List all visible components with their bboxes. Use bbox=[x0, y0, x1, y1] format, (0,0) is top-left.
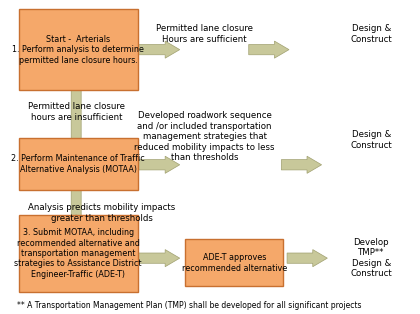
Text: Developed roadwork sequence
and /or included transportation
management strategie: Developed roadwork sequence and /or incl… bbox=[134, 111, 275, 162]
Text: ** A Transportation Management Plan (TMP) shall be developed for all significant: ** A Transportation Management Plan (TMP… bbox=[17, 301, 361, 310]
FancyArrow shape bbox=[137, 41, 180, 58]
Text: Analysis predicts mobility impacts
greater than thresholds: Analysis predicts mobility impacts great… bbox=[28, 203, 176, 223]
FancyArrow shape bbox=[287, 250, 327, 267]
FancyBboxPatch shape bbox=[18, 138, 137, 190]
FancyBboxPatch shape bbox=[186, 240, 283, 286]
FancyArrow shape bbox=[67, 89, 86, 149]
Text: Permitted lane closure
Hours are sufficient: Permitted lane closure Hours are suffici… bbox=[156, 24, 253, 44]
FancyArrow shape bbox=[137, 156, 180, 173]
Text: Permitted lane closure
hours are insufficient: Permitted lane closure hours are insuffi… bbox=[28, 102, 125, 122]
Text: Develop
TMP**
Design &
Construct: Develop TMP** Design & Construct bbox=[351, 238, 392, 278]
Text: 3. Submit MOTAA, including
recommended alternative and
transportation management: 3. Submit MOTAA, including recommended a… bbox=[14, 228, 142, 279]
FancyBboxPatch shape bbox=[18, 214, 137, 292]
FancyBboxPatch shape bbox=[18, 9, 137, 90]
Text: Design &
Construct: Design & Construct bbox=[351, 130, 392, 149]
Text: 2. Perform Maintenance of Traffic
Alternative Analysis (MOTAA): 2. Perform Maintenance of Traffic Altern… bbox=[11, 154, 145, 174]
FancyArrow shape bbox=[249, 41, 289, 58]
FancyArrow shape bbox=[137, 250, 180, 267]
Text: ADE-T approves
recommended alternative: ADE-T approves recommended alternative bbox=[182, 253, 287, 273]
FancyArrow shape bbox=[67, 216, 86, 255]
FancyArrow shape bbox=[67, 188, 86, 225]
FancyArrow shape bbox=[281, 156, 322, 173]
Text: Start -  Arterials
1. Perform analysis to determine
permitted lane closure hours: Start - Arterials 1. Perform analysis to… bbox=[12, 35, 144, 65]
Text: Design &
Construct: Design & Construct bbox=[351, 24, 392, 44]
